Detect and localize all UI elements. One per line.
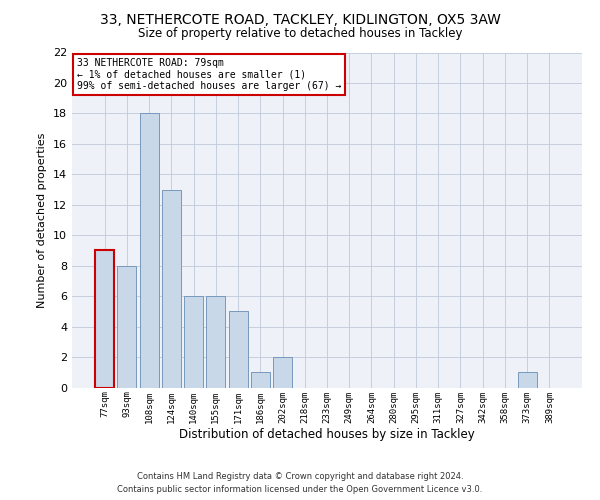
Bar bbox=[251, 372, 270, 388]
Text: 33 NETHERCOTE ROAD: 79sqm
← 1% of detached houses are smaller (1)
99% of semi-de: 33 NETHERCOTE ROAD: 79sqm ← 1% of detach… bbox=[77, 58, 341, 90]
Bar bbox=[95, 250, 114, 388]
Text: Size of property relative to detached houses in Tackley: Size of property relative to detached ho… bbox=[138, 28, 462, 40]
Y-axis label: Number of detached properties: Number of detached properties bbox=[37, 132, 47, 308]
Bar bbox=[184, 296, 203, 388]
Bar bbox=[273, 357, 292, 388]
Bar bbox=[95, 250, 114, 388]
Bar bbox=[206, 296, 225, 388]
Bar bbox=[229, 312, 248, 388]
Text: Contains HM Land Registry data © Crown copyright and database right 2024.
Contai: Contains HM Land Registry data © Crown c… bbox=[118, 472, 482, 494]
Bar bbox=[162, 190, 181, 388]
X-axis label: Distribution of detached houses by size in Tackley: Distribution of detached houses by size … bbox=[179, 428, 475, 441]
Bar bbox=[518, 372, 536, 388]
Bar bbox=[140, 114, 158, 388]
Text: 33, NETHERCOTE ROAD, TACKLEY, KIDLINGTON, OX5 3AW: 33, NETHERCOTE ROAD, TACKLEY, KIDLINGTON… bbox=[100, 12, 500, 26]
Bar bbox=[118, 266, 136, 388]
